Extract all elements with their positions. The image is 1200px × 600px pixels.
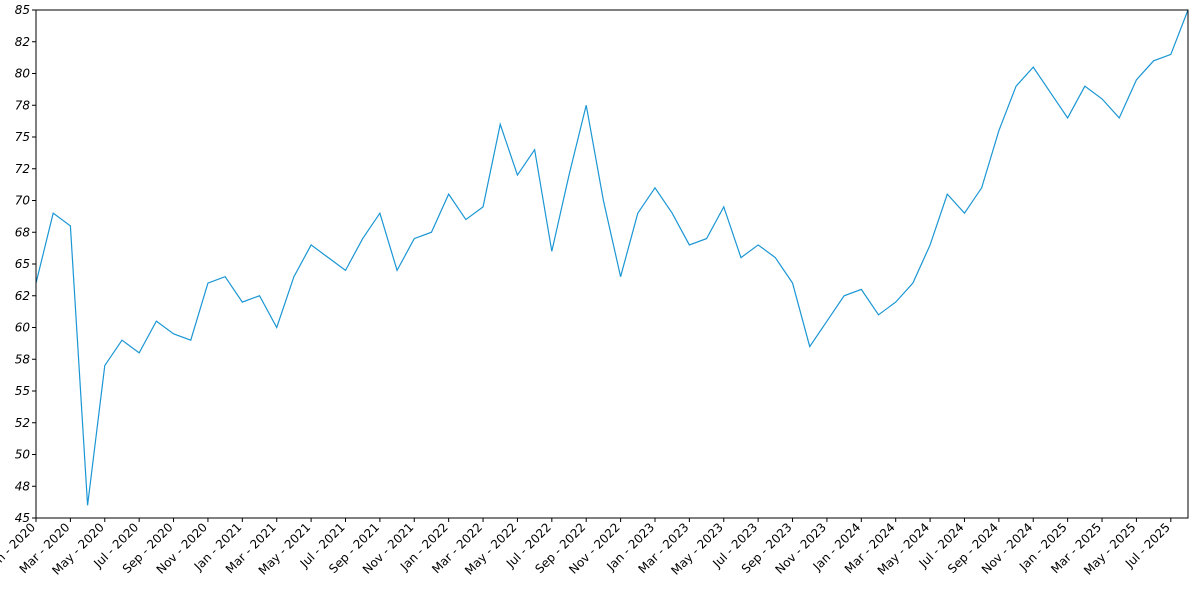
y-tick-label: 55 — [15, 384, 30, 398]
y-tick-label: 78 — [15, 98, 31, 112]
y-tick-label: 80 — [15, 67, 31, 81]
y-tick-label: 75 — [15, 130, 30, 144]
y-tick-label: 60 — [15, 321, 31, 335]
y-tick-label: 72 — [15, 162, 30, 176]
y-tick-label: 58 — [15, 352, 31, 366]
y-tick-label: 45 — [15, 511, 30, 525]
y-tick-label: 52 — [15, 416, 30, 430]
plot-frame — [35, 9, 1189, 519]
y-tick-label: 62 — [15, 289, 30, 303]
y-tick-label: 85 — [15, 3, 30, 17]
y-tick-label: 48 — [15, 479, 31, 493]
y-tick-label: 65 — [15, 257, 30, 271]
y-tick-label: 68 — [15, 225, 31, 239]
y-tick-label: 50 — [15, 448, 31, 462]
data-line — [35, 9, 1189, 506]
y-tick-label: 70 — [15, 194, 31, 208]
y-tick-label: 82 — [15, 35, 30, 49]
